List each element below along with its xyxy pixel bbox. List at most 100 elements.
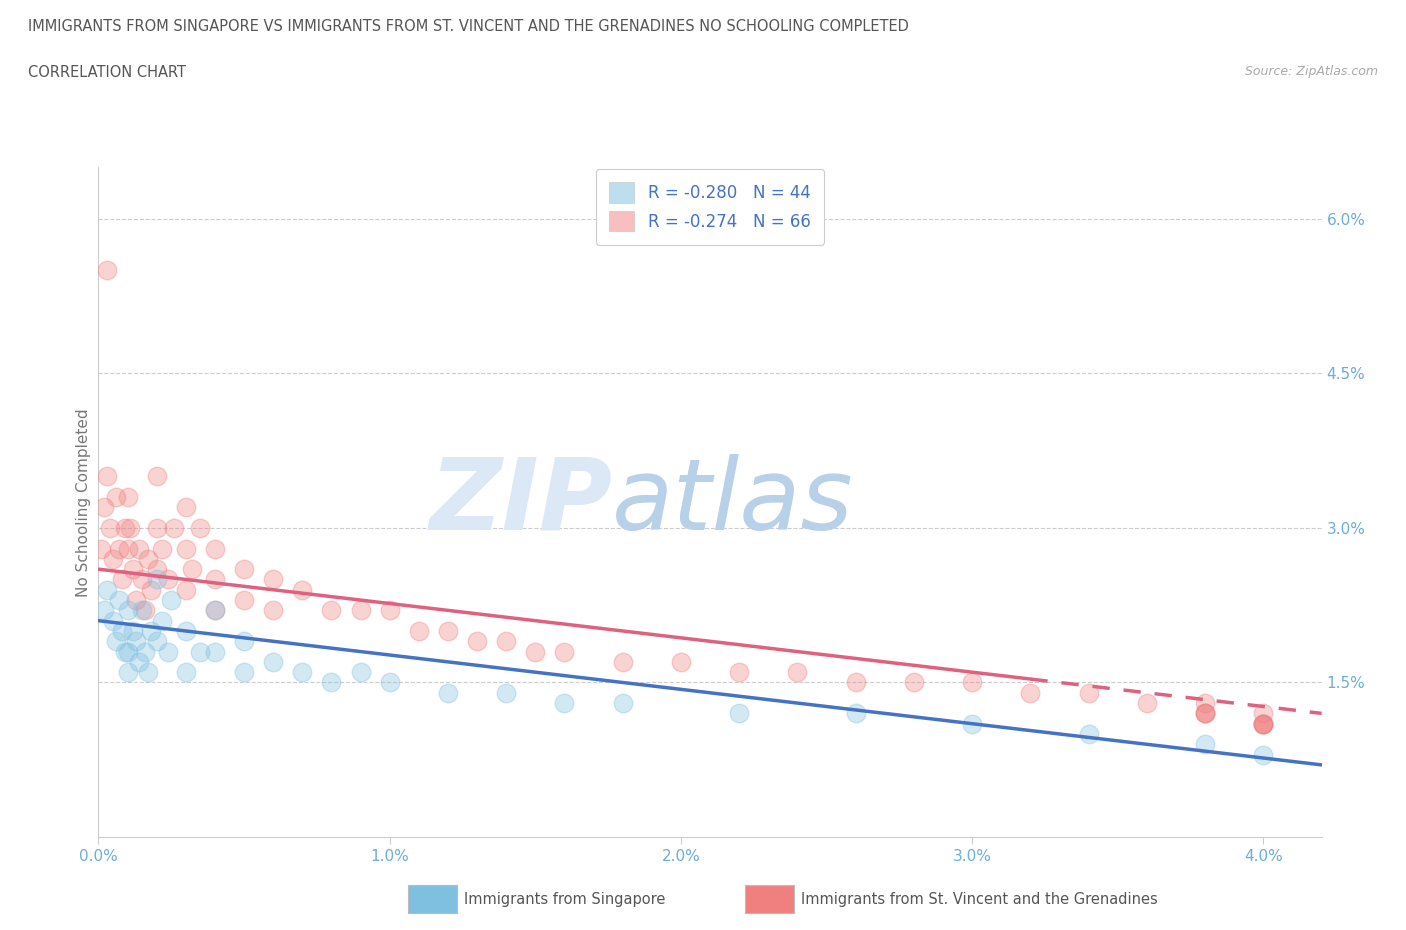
Point <box>117 644 139 659</box>
Point <box>145 634 167 649</box>
Point <box>120 521 142 536</box>
Text: Immigrants from St. Vincent and the Grenadines: Immigrants from St. Vincent and the Gren… <box>801 892 1159 907</box>
Point <box>174 541 197 556</box>
Point <box>174 665 197 680</box>
Point <box>125 634 148 649</box>
Point <box>1077 726 1099 741</box>
Point <box>96 469 118 484</box>
Point <box>349 665 371 680</box>
Point <box>204 541 226 556</box>
Point <box>960 675 983 690</box>
Point <box>139 623 162 638</box>
Point <box>145 562 167 577</box>
Point <box>349 603 371 618</box>
Point <box>98 521 121 536</box>
Point <box>378 603 401 618</box>
Point <box>1253 716 1275 731</box>
Point <box>117 541 139 556</box>
Point <box>104 489 127 504</box>
Point <box>1194 737 1216 751</box>
Point <box>786 665 808 680</box>
Point <box>152 541 174 556</box>
Point <box>321 603 343 618</box>
Point <box>114 644 136 659</box>
Point <box>524 644 547 659</box>
Point <box>437 685 460 700</box>
Text: ZIP: ZIP <box>429 454 612 551</box>
Point <box>180 562 202 577</box>
Point <box>125 592 148 607</box>
Point <box>1194 696 1216 711</box>
Point <box>612 696 634 711</box>
Point <box>437 623 460 638</box>
Point <box>93 603 115 618</box>
Point <box>152 613 174 628</box>
Point <box>845 675 868 690</box>
Point <box>122 562 145 577</box>
Point <box>291 582 314 597</box>
Point <box>378 675 401 690</box>
Point <box>669 655 692 670</box>
Point <box>204 603 226 618</box>
Point <box>553 644 575 659</box>
Point <box>188 521 212 536</box>
Text: CORRELATION CHART: CORRELATION CHART <box>28 65 186 80</box>
Text: IMMIGRANTS FROM SINGAPORE VS IMMIGRANTS FROM ST. VINCENT AND THE GRENADINES NO S: IMMIGRANTS FROM SINGAPORE VS IMMIGRANTS … <box>28 19 910 33</box>
Point <box>136 665 159 680</box>
Point <box>1253 716 1275 731</box>
Point <box>495 634 517 649</box>
Point <box>160 592 183 607</box>
Point <box>188 644 212 659</box>
Point <box>128 655 150 670</box>
Text: Source: ZipAtlas.com: Source: ZipAtlas.com <box>1244 65 1378 78</box>
Point <box>321 675 343 690</box>
Point <box>612 655 634 670</box>
Point <box>104 634 127 649</box>
Point <box>728 665 751 680</box>
Point <box>117 665 139 680</box>
Y-axis label: No Schooling Completed: No Schooling Completed <box>76 408 91 596</box>
Point <box>90 541 112 556</box>
Point <box>131 603 153 618</box>
Point <box>157 572 180 587</box>
Point <box>960 716 983 731</box>
Point <box>1253 716 1275 731</box>
Point <box>903 675 925 690</box>
Point <box>1077 685 1099 700</box>
Text: Immigrants from Singapore: Immigrants from Singapore <box>464 892 665 907</box>
Point <box>128 541 150 556</box>
Point <box>96 263 118 278</box>
Point <box>108 541 131 556</box>
Point <box>145 469 167 484</box>
Point <box>93 500 115 515</box>
Point <box>1253 747 1275 762</box>
Point <box>134 644 156 659</box>
Point <box>163 521 186 536</box>
Point <box>495 685 517 700</box>
Point <box>553 696 575 711</box>
Point <box>139 582 162 597</box>
Point <box>174 582 197 597</box>
Point <box>233 562 256 577</box>
Point <box>131 572 153 587</box>
Point <box>465 634 488 649</box>
Point <box>101 551 124 566</box>
Point <box>291 665 314 680</box>
Point <box>1194 706 1216 721</box>
Point <box>174 500 197 515</box>
Point <box>145 572 167 587</box>
Point <box>114 521 136 536</box>
Point <box>117 603 139 618</box>
Point <box>134 603 156 618</box>
Point <box>1253 706 1275 721</box>
Point <box>96 582 118 597</box>
Point <box>108 592 131 607</box>
Point <box>117 489 139 504</box>
Point <box>111 623 134 638</box>
Point <box>145 521 167 536</box>
Point <box>1019 685 1042 700</box>
Point <box>1194 706 1216 721</box>
Point <box>262 655 284 670</box>
Point <box>204 644 226 659</box>
Point <box>204 572 226 587</box>
